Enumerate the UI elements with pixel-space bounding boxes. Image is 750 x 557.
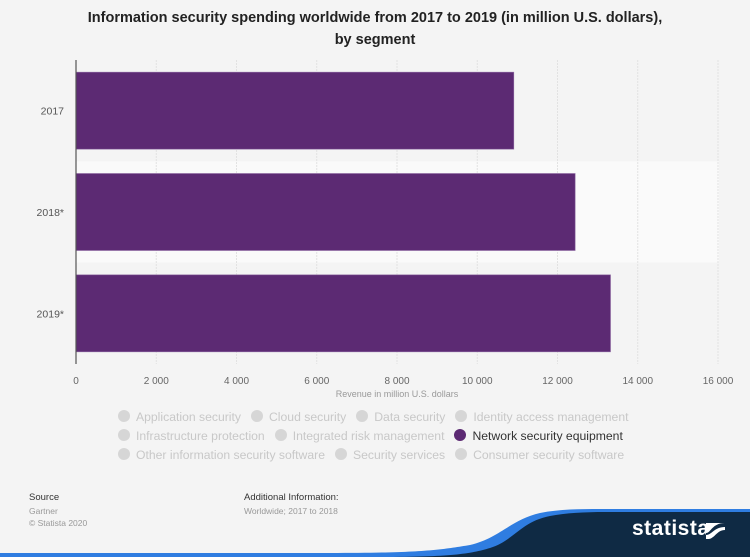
legend-item[interactable]: Data security (356, 408, 445, 427)
legend-label: Other information security software (136, 448, 325, 462)
bar[interactable] (75, 274, 611, 353)
legend-label: Cloud security (269, 410, 347, 424)
x-tick-label: 4 000 (224, 376, 249, 387)
legend-dot-icon (356, 410, 369, 422)
footer-dark-wave (380, 512, 750, 557)
legend-item[interactable]: Integrated risk management (274, 427, 445, 446)
copyright: © Statista 2020 (29, 518, 88, 528)
legend-row: Application security Cloud security Data s… (118, 408, 639, 427)
y-tick-label: 2017 (41, 106, 65, 118)
legend-label: Identity access management (473, 410, 629, 424)
additional-info-value: Worldwide; 2017 to 2018 (244, 506, 338, 516)
source-label: Source (29, 492, 60, 503)
legend-dot-icon (274, 429, 287, 441)
x-tick-label: 0 (73, 376, 79, 387)
source-value: Gartner (29, 506, 58, 516)
y-tick-label: 2019* (37, 308, 64, 320)
additional-info-label: Additional Information: (244, 492, 339, 503)
y-tick-label: 2018* (37, 207, 64, 219)
legend-item[interactable]: Application security (118, 408, 241, 427)
x-tick-label: 10 000 (462, 376, 493, 387)
bar[interactable] (75, 173, 576, 251)
statista-logo-icon (706, 523, 725, 539)
chart-title: Information security spending worldwide … (0, 7, 750, 51)
x-axis-label: Revenue in million U.S. dollars (336, 389, 459, 399)
legend-item[interactable]: Security services (334, 446, 446, 465)
legend-label: Infrastructure protection (136, 429, 265, 443)
legend-dot-icon (118, 448, 130, 460)
legend-label: Consumer security software (473, 448, 625, 462)
x-tick-labels: 0 2 000 4 000 6 000 8 000 10 000 12 000 14 000 1… (73, 376, 734, 387)
legend-label: Network security equipment (472, 429, 623, 443)
x-tick-label: 16 000 (703, 376, 734, 387)
legend-label: Integrated risk management (292, 429, 445, 443)
x-tick-label: 8 000 (384, 376, 409, 387)
legend-item[interactable]: Identity access management (455, 408, 629, 427)
statista-logo: statista (632, 517, 710, 540)
legend-dot-icon (118, 410, 130, 422)
bar[interactable] (75, 71, 515, 150)
legend-dot-icon (455, 448, 468, 460)
legend-item[interactable]: Infrastructure protection (118, 427, 265, 446)
legend-item[interactable]: Other information security software (118, 446, 325, 465)
legend-dot-icon (334, 448, 347, 460)
x-tick-label: 14 000 (622, 376, 653, 387)
legend-dot-icon (454, 429, 467, 441)
y-tick-labels: 2017 2018* 2019* (37, 106, 65, 321)
legend-item[interactable]: Cloud security (251, 408, 346, 427)
x-tick-label: 12 000 (542, 376, 573, 387)
legend-label: Security services (352, 448, 446, 462)
legend-label: Data security (374, 410, 446, 424)
bars (75, 71, 611, 353)
x-tick-label: 2 000 (144, 376, 169, 387)
bar-chart: 2017 2018* 2019* 0 2 000 4 000 6 000 8 000 10 0… (37, 60, 734, 399)
legend-item[interactable]: Network security equipment (454, 427, 623, 446)
x-tick-label: 6 000 (304, 376, 329, 387)
footer-band (0, 509, 750, 557)
legend-row: Other information security software Secur… (118, 446, 634, 465)
legend-row: Infrastructure protection Integrated risk… (118, 427, 633, 446)
legend-label: Application security (136, 410, 241, 424)
chart-subtitle: by segment (334, 32, 416, 48)
legend-item[interactable]: Consumer security software (455, 446, 624, 465)
chart-title-line1: Information security spending worldwide … (87, 10, 663, 26)
legend-dot-icon (455, 410, 468, 422)
legend-dot-icon (118, 429, 130, 441)
legend-dot-icon (251, 410, 263, 422)
